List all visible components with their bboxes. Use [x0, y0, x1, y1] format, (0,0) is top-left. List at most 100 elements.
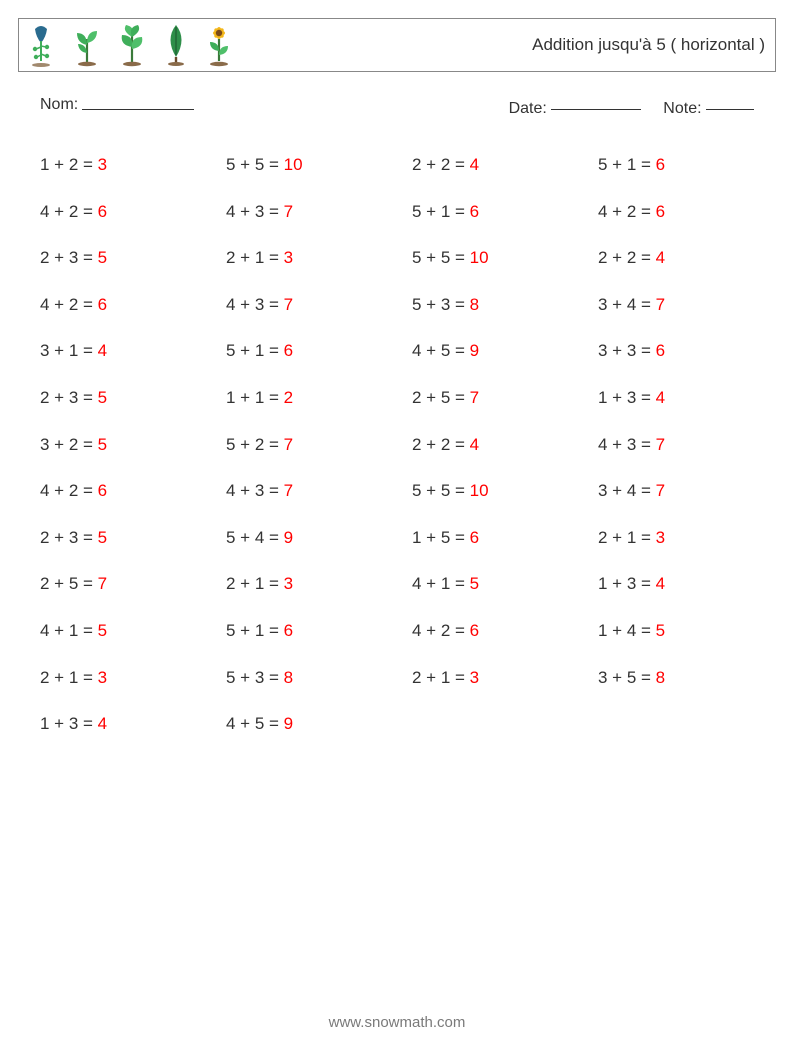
problem-cell: 2 + 3 = 5 [40, 515, 216, 562]
problem-expression: 2 + 3 = [40, 388, 98, 408]
problem-expression: 5 + 5 = [412, 481, 470, 501]
problem-cell: 5 + 2 = 7 [226, 421, 402, 468]
problem-cell: 1 + 3 = 4 [598, 375, 774, 422]
problem-answer: 5 [98, 388, 107, 408]
problem-cell: 4 + 2 = 6 [40, 282, 216, 329]
problem-answer: 9 [284, 714, 293, 734]
problem-cell: 4 + 3 = 7 [226, 188, 402, 235]
problem-expression: 3 + 5 = [598, 668, 656, 688]
problem-expression: 2 + 2 = [412, 435, 470, 455]
problem-cell: 3 + 4 = 7 [598, 282, 774, 329]
problem-answer: 3 [98, 668, 107, 688]
worksheet-title: Addition jusqu'à 5 ( horizontal ) [532, 35, 765, 55]
problem-expression: 4 + 2 = [598, 202, 656, 222]
problem-expression: 5 + 1 = [412, 202, 470, 222]
problem-answer: 7 [656, 481, 665, 501]
problem-cell: 4 + 2 = 6 [40, 188, 216, 235]
problem-answer: 8 [470, 295, 479, 315]
problem-answer: 10 [470, 248, 489, 268]
note-blank[interactable] [706, 93, 754, 110]
problem-expression: 5 + 1 = [226, 621, 284, 641]
problem-expression: 4 + 2 = [40, 202, 98, 222]
problem-expression: 5 + 2 = [226, 435, 284, 455]
problem-answer: 7 [284, 202, 293, 222]
problem-cell: 2 + 5 = 7 [412, 375, 588, 422]
problem-answer: 5 [98, 528, 107, 548]
problem-cell: 5 + 4 = 9 [226, 515, 402, 562]
problem-expression: 4 + 3 = [226, 202, 284, 222]
problem-cell: 2 + 3 = 5 [40, 235, 216, 282]
problem-cell: 4 + 5 = 9 [412, 328, 588, 375]
problem-expression: 1 + 1 = [226, 388, 284, 408]
problem-answer: 5 [98, 621, 107, 641]
meta-row: Nom: Date: Note: [40, 96, 754, 118]
problem-answer: 7 [284, 435, 293, 455]
problem-answer: 5 [98, 248, 107, 268]
problem-cell: 4 + 3 = 7 [226, 468, 402, 515]
problem-expression: 1 + 2 = [40, 155, 98, 175]
problem-answer: 4 [98, 341, 107, 361]
problem-expression: 4 + 3 = [226, 481, 284, 501]
problem-expression: 2 + 1 = [226, 248, 284, 268]
problem-answer: 4 [470, 435, 479, 455]
problem-cell: 1 + 3 = 4 [40, 701, 216, 748]
problem-answer: 3 [470, 668, 479, 688]
problem-answer: 10 [284, 155, 303, 175]
problem-expression: 3 + 4 = [598, 295, 656, 315]
problem-cell: 4 + 2 = 6 [412, 608, 588, 655]
problem-cell: 5 + 1 = 6 [226, 328, 402, 375]
problem-expression: 2 + 3 = [40, 528, 98, 548]
problem-expression: 4 + 3 = [226, 295, 284, 315]
note-label: Note: [663, 100, 701, 117]
problem-cell: 2 + 2 = 4 [412, 142, 588, 189]
problem-expression: 4 + 2 = [40, 295, 98, 315]
problems-grid: 1 + 2 = 35 + 5 = 102 + 2 = 45 + 1 = 64 +… [40, 142, 776, 748]
problem-answer: 4 [470, 155, 479, 175]
date-blank[interactable] [551, 93, 641, 110]
problem-answer: 8 [656, 668, 665, 688]
problem-cell [598, 701, 774, 748]
problem-expression: 5 + 3 = [412, 295, 470, 315]
plant-leaves-icon [115, 23, 149, 67]
problem-answer: 6 [656, 341, 665, 361]
problem-expression: 3 + 4 = [598, 481, 656, 501]
problem-cell: 3 + 5 = 8 [598, 654, 774, 701]
problem-expression: 4 + 3 = [598, 435, 656, 455]
problem-answer: 3 [656, 528, 665, 548]
problem-answer: 6 [656, 155, 665, 175]
problem-expression: 4 + 1 = [412, 574, 470, 594]
problem-cell: 4 + 5 = 9 [226, 701, 402, 748]
problem-cell: 3 + 2 = 5 [40, 421, 216, 468]
leaf-big-icon [161, 21, 191, 67]
problem-answer: 10 [470, 481, 489, 501]
problem-cell: 5 + 5 = 10 [412, 468, 588, 515]
problem-cell: 4 + 3 = 7 [226, 282, 402, 329]
date-label: Date: [509, 100, 547, 117]
problem-cell: 5 + 3 = 8 [412, 282, 588, 329]
problem-answer: 7 [656, 435, 665, 455]
problem-cell: 5 + 3 = 8 [226, 654, 402, 701]
problem-cell: 2 + 5 = 7 [40, 561, 216, 608]
problem-expression: 4 + 2 = [40, 481, 98, 501]
problem-answer: 6 [284, 621, 293, 641]
problem-cell: 2 + 1 = 3 [226, 235, 402, 282]
problem-expression: 1 + 4 = [598, 621, 656, 641]
problem-answer: 5 [470, 574, 479, 594]
problem-expression: 2 + 3 = [40, 248, 98, 268]
name-blank[interactable] [82, 93, 194, 110]
problem-answer: 3 [284, 248, 293, 268]
problem-cell: 3 + 4 = 7 [598, 468, 774, 515]
problem-answer: 7 [470, 388, 479, 408]
problem-cell: 2 + 1 = 3 [226, 561, 402, 608]
problem-answer: 3 [98, 155, 107, 175]
problem-expression: 5 + 3 = [226, 668, 284, 688]
problem-cell: 4 + 2 = 6 [40, 468, 216, 515]
sunflower-icon [203, 21, 235, 67]
problem-cell: 1 + 4 = 5 [598, 608, 774, 655]
problem-expression: 2 + 1 = [226, 574, 284, 594]
problem-cell: 2 + 1 = 3 [412, 654, 588, 701]
problem-answer: 9 [470, 341, 479, 361]
problem-expression: 2 + 5 = [40, 574, 98, 594]
meta-name: Nom: [40, 96, 194, 118]
problem-answer: 7 [98, 574, 107, 594]
